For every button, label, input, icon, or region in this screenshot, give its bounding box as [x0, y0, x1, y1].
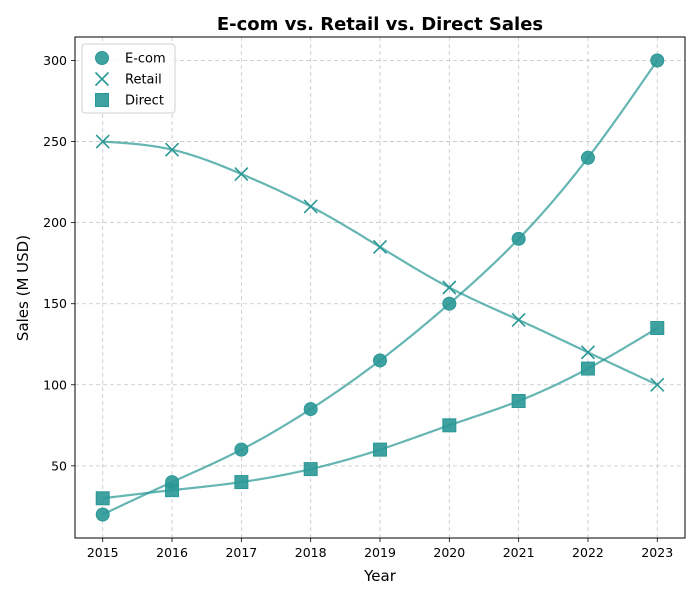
data-point-e-com: [95, 507, 110, 522]
y-tick-label: 200: [43, 215, 67, 230]
data-point-direct: [580, 361, 595, 376]
data-point-e-com: [234, 442, 249, 457]
data-point-direct: [234, 475, 249, 490]
x-marker-stroke: [511, 312, 526, 327]
x-tick-label: 2023: [641, 545, 673, 560]
x-marker-stroke: [95, 134, 110, 149]
legend-marker-retail: [94, 71, 110, 87]
data-point-direct: [511, 393, 526, 408]
x-marker-stroke: [164, 142, 180, 157]
x-tick-label: 2016: [156, 545, 188, 560]
legend: E-com Retail Direct: [81, 43, 176, 114]
data-point-retail: [511, 312, 526, 327]
x-tick-label: 2015: [87, 545, 119, 560]
legend-marker-direct: [95, 93, 109, 107]
y-tick-label: 250: [43, 134, 67, 149]
data-point-e-com: [442, 296, 457, 311]
x-marker-stroke: [372, 239, 388, 255]
data-point-retail: [95, 134, 110, 149]
legend-marker-e-com: [95, 51, 109, 65]
data-point-retail: [372, 239, 388, 255]
y-tick-label: 50: [51, 458, 67, 473]
data-point-e-com: [580, 150, 595, 165]
series-markers: [95, 53, 665, 522]
data-point-direct: [95, 491, 110, 506]
data-point-retail: [303, 199, 318, 214]
data-point-e-com: [511, 231, 526, 246]
y-tick-label: 300: [43, 53, 67, 68]
data-point-e-com: [650, 53, 665, 68]
x-tick-label: 2017: [225, 545, 257, 560]
data-point-e-com: [373, 353, 387, 368]
data-point-retail: [164, 142, 180, 157]
legend-label-direct: Direct: [125, 94, 164, 109]
y-tick-label: 100: [43, 377, 67, 392]
data-point-direct: [373, 442, 387, 457]
data-point-retail: [580, 345, 596, 360]
y-axis-label: Sales (M USD): [14, 235, 32, 341]
x-tick-label: 2022: [572, 545, 604, 560]
chart-title: E-com vs. Retail vs. Direct Sales: [217, 14, 543, 35]
x-marker-stroke: [234, 166, 249, 182]
x-marker-stroke: [303, 199, 318, 214]
x-marker-stroke: [580, 345, 596, 360]
x-tick-label: 2021: [503, 545, 535, 560]
x-marker-stroke: [442, 280, 457, 295]
data-point-direct: [165, 483, 180, 498]
legend-label-retail: Retail: [125, 73, 162, 88]
data-point-direct: [650, 321, 665, 336]
x-marker-stroke: [650, 377, 665, 392]
data-point-direct: [442, 418, 457, 433]
x-tick-label: 2018: [295, 545, 327, 560]
data-point-retail: [650, 377, 665, 392]
x-tick-label: 2019: [364, 545, 396, 560]
x-marker-stroke: [94, 71, 110, 87]
y-tick-label: 150: [43, 296, 67, 311]
data-point-retail: [234, 166, 249, 182]
data-point-e-com: [303, 402, 318, 417]
legend-label-e-com: E-com: [125, 52, 166, 67]
x-axis-label: Year: [363, 567, 397, 585]
grid-lines: [75, 37, 685, 538]
axis-ticks: 2015 2016 2017 2018 2019 2020 2021 2022 2023 50 10…: [43, 53, 673, 560]
x-tick-label: 2020: [433, 545, 465, 560]
data-point-direct: [303, 462, 318, 477]
data-point-retail: [442, 280, 457, 295]
